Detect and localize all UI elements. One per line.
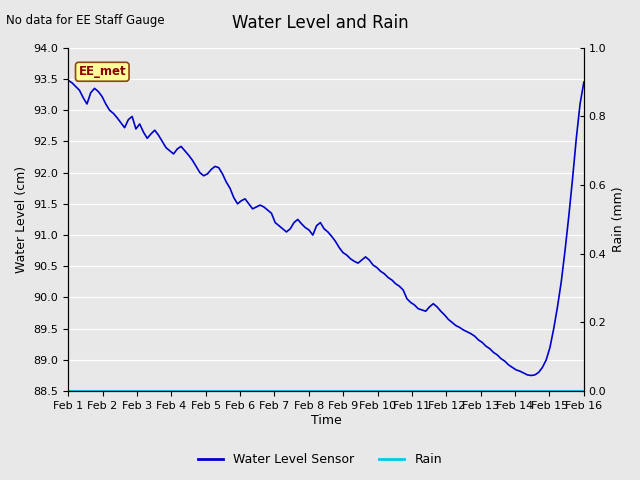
Legend: Water Level Sensor, Rain: Water Level Sensor, Rain bbox=[193, 448, 447, 471]
Y-axis label: Water Level (cm): Water Level (cm) bbox=[15, 166, 28, 273]
Text: No data for EE Staff Gauge: No data for EE Staff Gauge bbox=[6, 14, 165, 27]
Text: EE_met: EE_met bbox=[79, 65, 126, 78]
Y-axis label: Rain (mm): Rain (mm) bbox=[612, 187, 625, 252]
X-axis label: Time: Time bbox=[310, 414, 341, 427]
Text: Water Level and Rain: Water Level and Rain bbox=[232, 14, 408, 33]
